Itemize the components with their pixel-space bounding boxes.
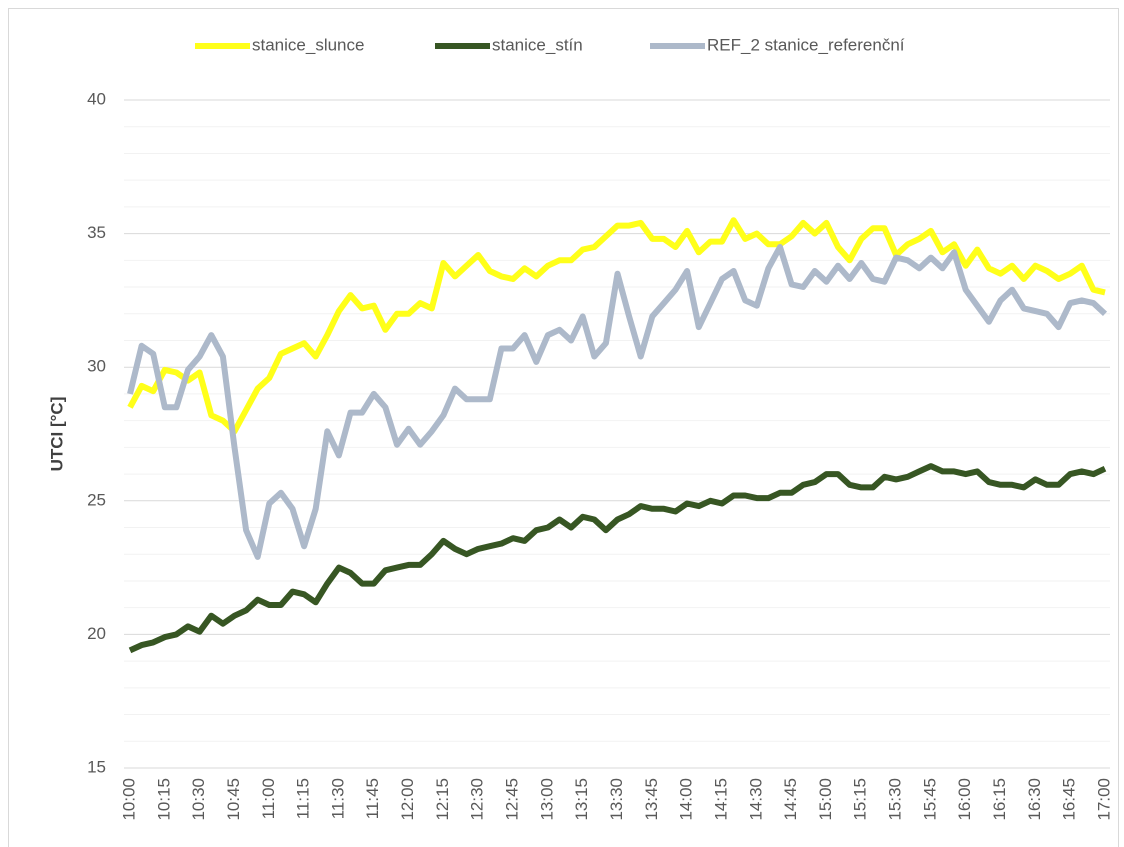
x-tick-label: 16:15 [990, 778, 1009, 821]
x-tick-label: 14:45 [781, 778, 800, 821]
y-tick-label: 15 [87, 757, 106, 776]
x-tick-label: 16:30 [1025, 778, 1044, 821]
legend-label: REF_2 stanice_referenční [707, 35, 905, 54]
x-tick-label: 13:45 [642, 778, 661, 821]
x-tick-label: 11:00 [259, 778, 278, 819]
x-tick-label: 12:00 [398, 778, 417, 821]
x-tick-label: 12:30 [468, 778, 487, 821]
x-tick-label: 11:30 [328, 778, 347, 819]
y-tick-label: 20 [87, 624, 106, 643]
x-tick-label: 10:15 [154, 778, 173, 821]
x-tick-label: 13:30 [607, 778, 626, 821]
series-line [127, 217, 1106, 435]
x-tick-label: 15:45 [920, 778, 939, 821]
y-tick-label: 25 [87, 490, 106, 509]
x-tick-label: 10:30 [189, 778, 208, 821]
x-tick-label: 16:45 [1060, 778, 1079, 821]
x-tick-label: 15:30 [886, 778, 905, 821]
x-tick-label: 15:15 [851, 778, 870, 821]
x-tick-label: 12:45 [503, 778, 522, 821]
y-tick-label: 40 [87, 89, 106, 108]
series-line [127, 244, 1108, 560]
x-tick-label: 13:15 [572, 778, 591, 821]
x-tick-label: 11:45 [363, 778, 382, 819]
x-tick-label: 12:15 [433, 778, 452, 821]
x-tick-label: 10:00 [119, 778, 138, 821]
x-tick-label: 16:00 [955, 778, 974, 821]
y-tick-label: 35 [87, 223, 106, 242]
y-tick-label: 30 [87, 357, 106, 376]
x-tick-label: 13:00 [537, 778, 556, 821]
legend-label: stanice_slunce [252, 35, 364, 54]
x-tick-label: 14:00 [677, 778, 696, 821]
x-tick-label: 11:15 [294, 778, 313, 819]
legend-label: stanice_stín [492, 35, 583, 54]
x-tick-label: 17:00 [1094, 778, 1113, 821]
x-tick-label: 14:30 [746, 778, 765, 821]
x-tick-label: 10:45 [224, 778, 243, 821]
x-tick-label: 15:00 [816, 778, 835, 821]
x-tick-label: 14:15 [711, 778, 730, 821]
y-axis-label: UTCI [°C] [47, 397, 66, 472]
chart-border [8, 8, 1119, 847]
series-line [128, 463, 1107, 654]
